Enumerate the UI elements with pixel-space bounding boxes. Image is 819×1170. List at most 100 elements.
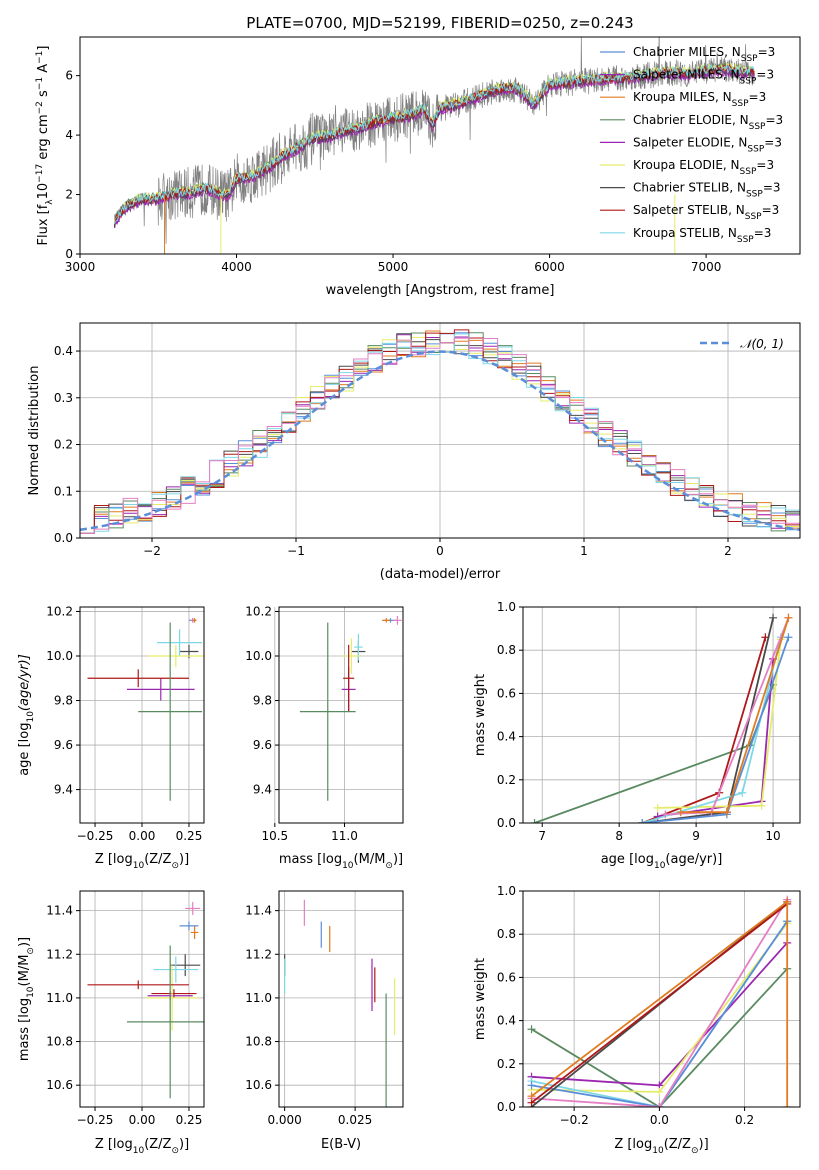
x-tick-label: 2	[724, 544, 732, 558]
weight-point-marker	[784, 613, 793, 622]
y-tick-label: 0.4	[497, 730, 516, 744]
legend-sub: SSP	[745, 212, 762, 222]
y-axis-label: mass [log10(M/M⊙)]	[17, 937, 36, 1061]
legend-sub: SSP	[732, 99, 749, 109]
plot-area	[87, 901, 204, 1099]
weight-point-marker	[661, 810, 670, 819]
x-tick-label: −0.25	[77, 829, 114, 843]
x-axis-label: mass [log10(M/M⊙)]	[279, 852, 403, 871]
legend-entry: Chabrier ELODIE, NSSP=3	[633, 113, 783, 132]
legend-sub: SSP	[740, 167, 757, 177]
axis-label-part: Z [log	[95, 1137, 133, 1152]
axis-label-part: (age/yr)]	[17, 654, 32, 711]
legend-text: Salpeter STELIB, N	[633, 203, 745, 217]
normal-curve	[80, 350, 800, 532]
y-tick-label: 2	[65, 188, 73, 202]
error-bar-point	[126, 945, 204, 1099]
x-tick-label: 0.2	[735, 1113, 754, 1127]
axis-label-part: −2	[35, 101, 45, 114]
x-axis-label: Z [log10(Z/Z⊙)]	[95, 852, 189, 871]
legend-sub: SSP	[746, 190, 763, 200]
error-bar-point	[151, 989, 197, 998]
axis-label-part: ⊙	[171, 1146, 179, 1156]
weight-point-marker	[676, 808, 685, 817]
axes-frame	[522, 606, 801, 824]
axis-label-part: ]	[36, 46, 51, 51]
weight-series-line	[531, 968, 788, 1107]
x-tick-label: 3000	[65, 260, 96, 274]
axis-label-part: (age/yr)]	[665, 852, 722, 867]
axis-label-part: A	[36, 64, 51, 77]
axis-label-part: s	[36, 90, 51, 101]
y-axis-label: age [log10(age/yr)]	[17, 654, 36, 776]
y-tick-label: 4	[65, 128, 73, 142]
axes-frame	[522, 890, 801, 1108]
axis-label-part: )]	[179, 1137, 189, 1152]
x-tick-label: 7	[538, 829, 546, 843]
x-tick-label: −1	[287, 544, 305, 558]
axis-label-part: Flux [f	[36, 204, 51, 245]
legend-tail: =3	[754, 226, 772, 240]
chart-mass_vs_EBV: 0.000 0.025 10.6 10.8 11.0 11.2 11.4 E(B-V)	[245, 890, 404, 1152]
weight-point-marker	[527, 1081, 536, 1090]
axis-label-part: −1	[35, 77, 45, 90]
legend-entry: 𝒩(0, 1)	[740, 337, 784, 351]
x-tick-label: 8	[615, 829, 623, 843]
axis-label-part: (M/M	[354, 852, 386, 867]
chart-age_vs_mass: 10.5 11.0 9.4 9.6 9.8 10.0 10.2 mass [log10(M/M…	[245, 604, 404, 871]
legend-text: Kroupa MILES, N	[633, 90, 732, 104]
legend-text: Chabrier MILES, N	[633, 45, 741, 59]
x-tick-label: 7000	[691, 260, 722, 274]
legend-tail: =3	[756, 158, 774, 172]
plot-area	[530, 613, 793, 823]
x-axis-label: age [log10(age/yr)]	[601, 852, 723, 871]
error-bar-point	[153, 956, 199, 983]
legend-entry: Kroupa ELODIE, NSSP=3	[633, 158, 774, 177]
legend-text: Salpeter ELODIE, N	[633, 135, 747, 149]
y-tick-label: 9.6	[253, 738, 272, 752]
weight-point-marker	[527, 1092, 536, 1101]
x-tick-label: 10.5	[261, 829, 288, 843]
axis-label-part: ⊙	[26, 947, 36, 955]
plot-area	[80, 329, 800, 538]
x-tick-label: −0.25	[77, 1113, 114, 1127]
x-tick-label: 6000	[534, 260, 565, 274]
error-bar-point	[179, 921, 199, 931]
axis-label-part: )]	[393, 852, 403, 867]
axis-label-part: Z [log	[614, 1137, 652, 1152]
x-tick-label: −0.2	[560, 1113, 589, 1127]
axes-frame	[278, 890, 404, 1108]
axis-label-part: (Z/Z	[144, 1137, 171, 1152]
weight-series-line	[665, 617, 790, 816]
legend-sub: SSP	[737, 235, 754, 245]
plot-area	[527, 895, 792, 1107]
y-tick-label: 0.4	[497, 1014, 516, 1028]
x-tick-label: 0.25	[176, 829, 203, 843]
axis-label-part: 10	[133, 861, 145, 871]
y-tick-label: 9.6	[54, 738, 73, 752]
axis-label-part: −1	[35, 51, 45, 64]
y-tick-label: 1.0	[497, 884, 516, 898]
axis-label-part: 10	[342, 861, 354, 871]
x-tick-label: 0.25	[176, 1113, 203, 1127]
weight-point-marker	[784, 633, 793, 642]
x-tick-label: 0.00	[129, 829, 156, 843]
weight-series-line	[530, 903, 788, 1104]
y-tick-label: 0.2	[54, 438, 73, 452]
y-axis-label: Normed distribution	[27, 366, 42, 496]
error-bar-point	[192, 618, 197, 623]
y-tick-label: 0.3	[54, 391, 73, 405]
weight-point-marker	[638, 819, 647, 823]
error-bar-point	[157, 629, 203, 656]
weight-point-marker	[655, 1103, 664, 1107]
x-tick-label: 0	[436, 544, 444, 558]
x-axis-label: E(B-V)	[321, 1137, 361, 1152]
weight-point-marker	[783, 1103, 792, 1107]
y-axis-label: mass weight	[473, 674, 488, 756]
weight-series-line	[534, 684, 774, 823]
legend-text: Kroupa STELIB, N	[633, 226, 737, 240]
legend-entry: Kroupa MILES, NSSP=3	[633, 90, 766, 109]
error-bar-point	[145, 965, 199, 1031]
legend-tail: =3	[765, 113, 783, 127]
legend-entry: Salpeter ELODIE, NSSP=3	[633, 135, 782, 154]
